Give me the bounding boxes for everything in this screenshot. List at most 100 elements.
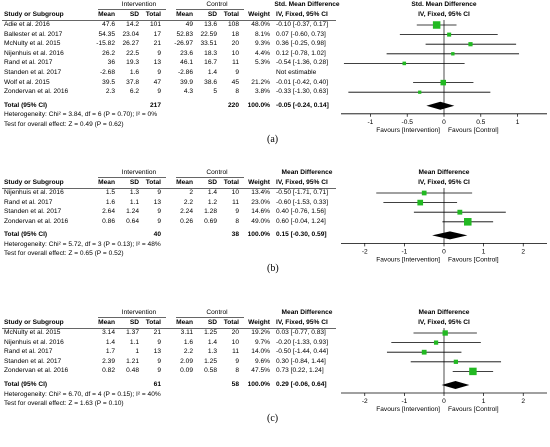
favours-control-label: Favours [Control] [448,256,499,263]
cell-m2: 46.1 [180,59,193,67]
cell-weight: 3.8% [254,88,270,96]
cell-n2: 9 [235,208,239,216]
study-effect-marker [421,349,427,355]
plot-header: Std. Mean Difference [411,1,477,8]
cell-sd2: 1.28 [204,208,217,216]
effect-ci: -0.20 [-1.33, 0.93] [276,338,329,346]
total-label: Total (95% CI) [4,381,48,388]
cell-n1: 17 [153,30,161,38]
effect-ci: -0.33 [-1.30, 0.63] [276,88,329,96]
column-header-ci: IV, Fixed, 95% CI [276,318,328,326]
effect-ci: -0.10 [-0.37, 0.17] [276,21,329,28]
cell-weight: 5.3% [254,59,270,67]
column-header-sd1: SD [129,318,139,326]
forest-plot-area: -1 -0.5 0 0.5 1 Favours [Intervention] Favours… [341,20,547,134]
cell-m1: 2.39 [102,357,115,365]
cell-m1: 39.5 [102,78,115,86]
cell-sd1: 0.64 [126,217,139,225]
cell-sd2: 1.4 [207,69,217,76]
control-group-header: Control [206,1,228,8]
cell-m1: 1.6 [105,198,115,206]
cell-sd1: 26.27 [122,40,139,48]
cell-m1: 1.4 [105,338,115,346]
x-axis-tick-label: 0.5 [476,119,485,126]
cell-sd1: 0.48 [126,367,139,375]
plot-subheader: IV, Fixed, 95% CI [418,10,470,18]
cell-m1: -2.68 [99,69,115,76]
effect-ci: -0.50 [-1.44, 0.44] [276,348,329,356]
total-control-n: 220 [227,101,239,109]
study-effect-marker [447,32,452,37]
cell-m1: 0.82 [102,367,115,375]
x-axis-tick-label: 1 [482,398,486,405]
column-header-ci: IV, Fixed, 95% CI [276,10,328,18]
cell-sd2: 5 [213,88,217,96]
favours-intervention-label: Favours [Intervention] [376,127,440,134]
favours-control-label: Favours [Control] [448,406,499,413]
cell-m2: 2.2 [183,348,193,356]
cell-weight: 8.1% [254,30,270,38]
study-name: Standen et al. 2017 [4,208,62,216]
cell-sd1: 1.1 [129,198,139,206]
plot-subheader: IV, Fixed, 95% CI [418,178,470,186]
cell-m1: 1.7 [105,348,115,356]
total-intervention-n: 40 [153,231,161,239]
cell-sd1: 1.24 [126,208,139,216]
cell-n2: 9 [235,69,239,76]
cell-m1: 47.6 [102,21,115,28]
study-effect-marker [440,79,447,86]
effect-ci: 0.60 [-0.04, 1.24] [276,217,326,225]
cell-sd2: 0.58 [204,367,217,375]
total-intervention-n: 217 [149,101,161,109]
study-effect-marker [457,209,463,215]
cell-sd2: 13.6 [204,21,217,28]
overall-effect-stat: Test for overall effect: Z = 0.65 (P = 0… [4,250,124,258]
cell-n1: 21 [153,329,161,336]
control-header-rule [176,177,244,178]
total-control-n: 38 [231,231,239,239]
effect-measure-header: Mean Difference [281,169,333,176]
effect-ci: 0.07 [-0.60, 0.73] [276,30,326,38]
x-axis-tick-label: 0 [442,119,446,126]
column-header-m1: Mean [98,318,115,326]
cell-n2: 10 [231,338,239,346]
total-weight: 100.0% [247,381,270,388]
favours-intervention-label: Favours [Intervention] [376,406,440,413]
intervention-header-rule [98,9,166,10]
cell-m2: 1.6 [183,338,193,346]
header-rule [2,19,336,21]
cell-sd2: 16.7 [204,59,217,67]
column-header-study: Study or Subgroup [4,10,64,18]
study-effect-marker [453,359,459,364]
cell-m2: 2.24 [180,208,193,216]
study-effect-marker [418,90,422,94]
column-header-sd2: SD [207,10,217,18]
cell-weight: 23.0% [251,198,270,206]
column-header-n2: Total [223,178,239,186]
study-name: Nijenhuis et al. 2016 [4,49,64,57]
overall-effect-stat: Test for overall effect: Z = 1.63 (P = 0… [4,400,124,407]
cell-m1: 3.14 [102,329,115,336]
x-axis-tick-label: 0 [442,398,446,405]
cell-n2: 11 [232,348,239,356]
effect-ci: 0.30 [-0.84, 1.44] [276,357,326,365]
effect-ci: -0.60 [-1.53, 0.33] [276,198,329,206]
cell-sd1: 1.3 [129,189,139,196]
cell-m2: 4.3 [183,88,193,96]
cell-sd1: 1.1 [129,338,139,346]
total-weight: 100.0% [247,231,270,239]
cell-m2: 23.6 [180,49,193,57]
cell-n1: 9 [157,189,161,196]
cell-weight: 49.0% [251,217,270,225]
cell-sd2: 1.2 [207,198,217,206]
favours-control-label: Favours [Control] [448,127,499,134]
panel-caption: (a) [267,133,279,145]
cell-m2: -2.86 [177,69,193,76]
cell-n1: 21 [153,40,161,48]
column-header-sd2: SD [207,318,217,326]
column-header-n1: Total [145,318,161,326]
cell-sd2: 18.3 [204,49,217,57]
study-effect-marker [451,52,455,56]
cell-weight: 47.5% [251,367,270,375]
panel-caption: (c) [267,413,279,424]
